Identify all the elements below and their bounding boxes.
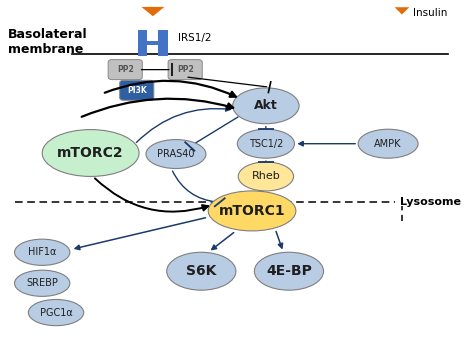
Ellipse shape: [15, 239, 70, 265]
FancyBboxPatch shape: [158, 30, 168, 56]
Text: SREBP: SREBP: [26, 278, 58, 288]
Text: HIF1α: HIF1α: [28, 247, 56, 257]
FancyBboxPatch shape: [108, 60, 142, 80]
Text: AMPK: AMPK: [374, 139, 402, 149]
Text: PP2: PP2: [177, 65, 193, 74]
Ellipse shape: [233, 88, 299, 124]
Ellipse shape: [42, 130, 139, 176]
Text: Lysosome: Lysosome: [400, 197, 461, 207]
Text: mTORC2: mTORC2: [57, 146, 124, 160]
Polygon shape: [394, 7, 410, 15]
Text: PRAS40: PRAS40: [157, 149, 195, 159]
Ellipse shape: [238, 162, 293, 191]
Text: Rheb: Rheb: [252, 172, 280, 181]
Polygon shape: [141, 7, 164, 16]
Ellipse shape: [237, 129, 294, 158]
Text: PI3K: PI3K: [127, 86, 146, 95]
Text: Akt: Akt: [254, 99, 278, 112]
Ellipse shape: [255, 252, 324, 290]
Text: PGC1α: PGC1α: [40, 308, 73, 318]
Ellipse shape: [28, 300, 84, 326]
Text: S6K: S6K: [186, 264, 217, 278]
Text: TSC1/2: TSC1/2: [249, 139, 283, 149]
Ellipse shape: [208, 191, 296, 231]
Text: Basolateral
membrane: Basolateral membrane: [8, 28, 87, 56]
Text: mTORC1: mTORC1: [219, 204, 285, 218]
FancyBboxPatch shape: [138, 30, 147, 56]
Ellipse shape: [167, 252, 236, 290]
Text: IRS1/2: IRS1/2: [178, 33, 212, 43]
FancyBboxPatch shape: [168, 60, 202, 80]
Ellipse shape: [358, 129, 418, 158]
Ellipse shape: [146, 139, 206, 169]
FancyBboxPatch shape: [138, 42, 168, 45]
Text: Insulin: Insulin: [413, 8, 448, 18]
FancyBboxPatch shape: [119, 80, 154, 100]
Text: PP2: PP2: [117, 65, 134, 74]
Ellipse shape: [15, 270, 70, 297]
Text: 4E-BP: 4E-BP: [266, 264, 312, 278]
